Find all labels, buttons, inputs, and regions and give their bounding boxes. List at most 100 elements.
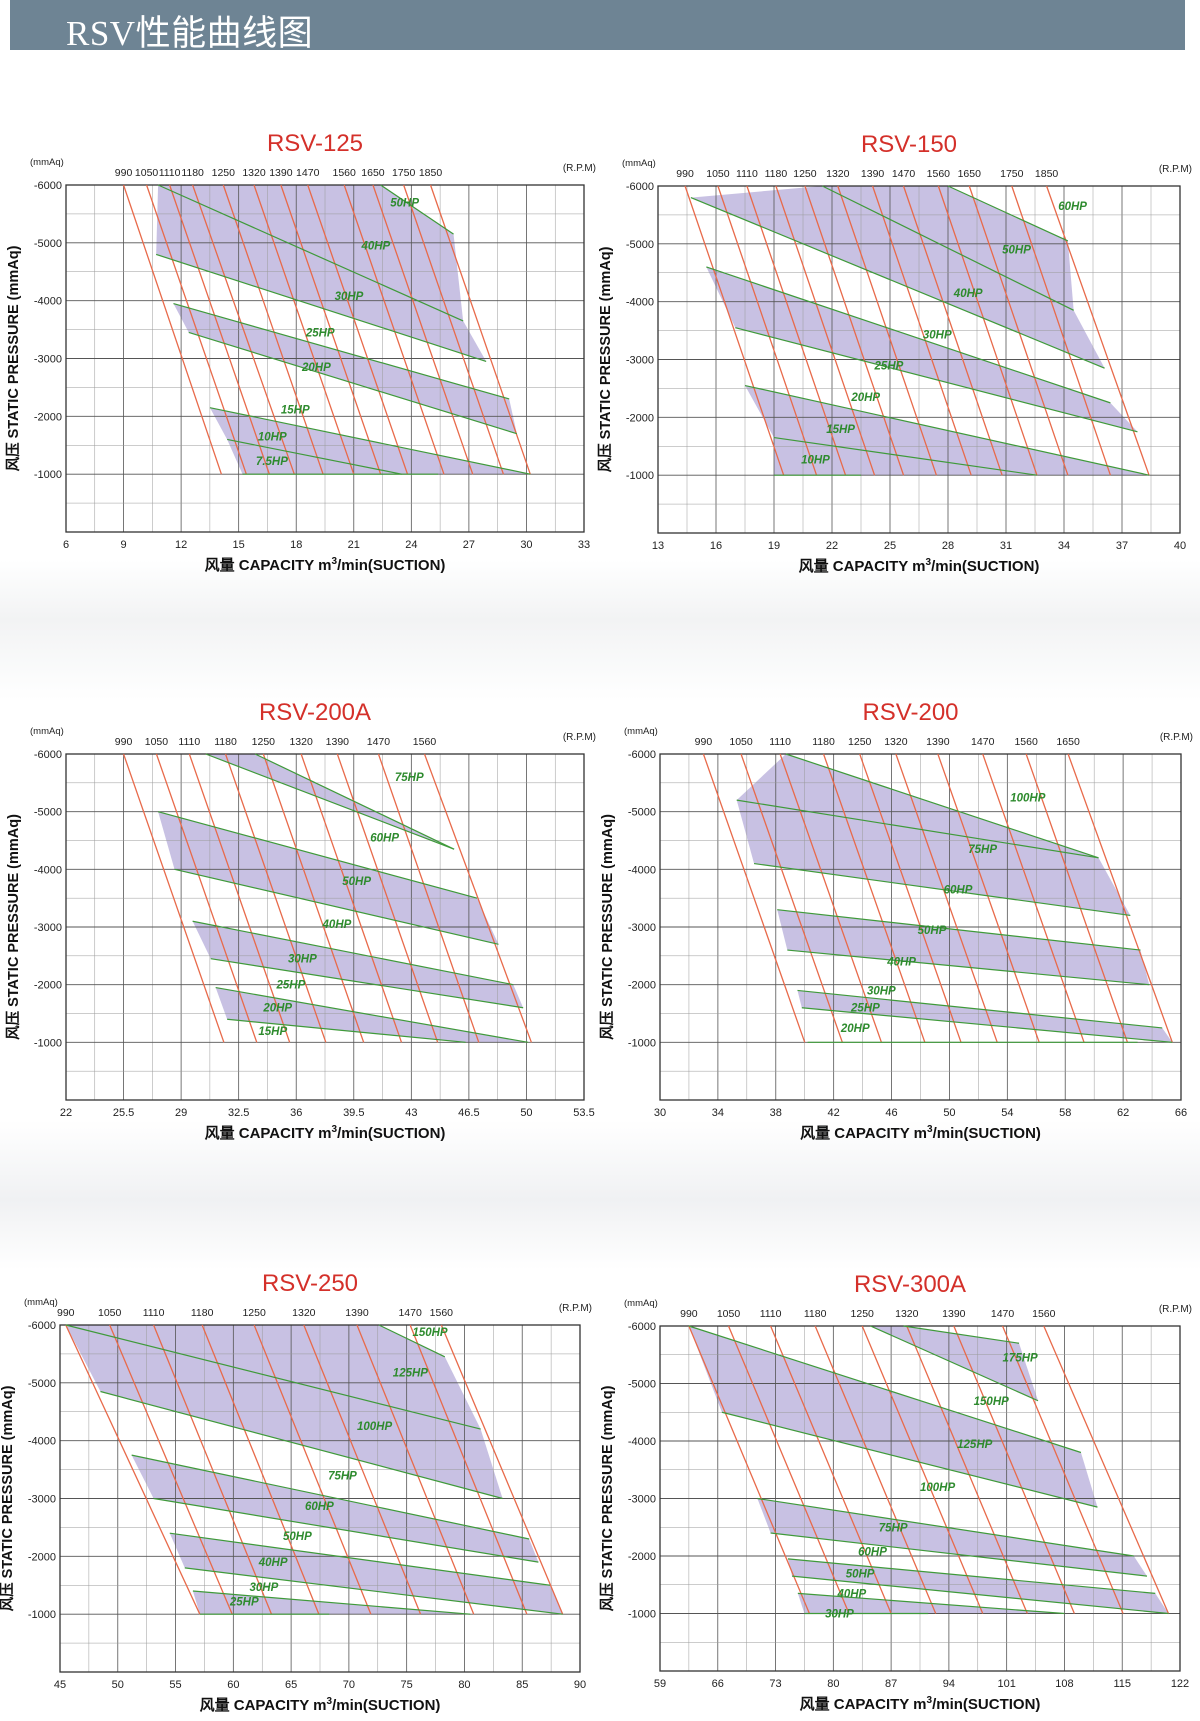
rpm-label: 1470	[971, 736, 995, 748]
hp-curve	[777, 909, 1141, 951]
rpm-label: 1560	[1032, 1308, 1056, 1320]
rpm-line	[224, 753, 327, 1043]
rpm-line	[188, 753, 291, 1043]
y-unit-label: (mmAq)	[624, 1298, 658, 1309]
x-tick-label: 87	[885, 1678, 897, 1690]
rpm-line	[1011, 185, 1112, 476]
chart-rsv-150: 10HP 15HP 20HP 25HP 30HP 40HP 50HP 60HP 990 1050 1…	[597, 131, 1192, 575]
x-tick-label: 12	[175, 539, 187, 551]
rpm-line	[702, 753, 806, 1043]
power-band	[173, 303, 517, 434]
rpm-label: 990	[115, 167, 133, 179]
hp-curve	[735, 327, 1138, 433]
rpm-label: 1110	[159, 167, 181, 179]
y-tick-label: -6000	[28, 1320, 56, 1332]
rpm-line	[717, 185, 818, 476]
x-tick-label: 50	[943, 1107, 955, 1119]
hp-curve	[822, 185, 1074, 311]
rpm-label: 1180	[214, 736, 237, 748]
hp-curve	[378, 1324, 446, 1358]
x-tick-label: 122	[1171, 1678, 1189, 1690]
y-tick-label: -4000	[626, 297, 654, 309]
rpm-unit-label: (R.P.M)	[563, 163, 596, 174]
x-axis-label: 风量 CAPACITY m3/min(SUCTION)	[205, 556, 446, 574]
hp-label: 10HP	[801, 455, 830, 467]
hp-label: 30HP	[250, 1582, 279, 1594]
rpm-line	[440, 1324, 564, 1615]
x-tick-label: 50	[112, 1679, 124, 1691]
rpm-line	[861, 1325, 984, 1614]
rpm-line	[192, 184, 295, 475]
rpm-line	[356, 1324, 475, 1615]
rpm-label: 1390	[326, 736, 350, 748]
rpm-label: 1180	[765, 168, 788, 180]
hp-curve	[153, 1497, 539, 1563]
x-tick-label: 108	[1055, 1678, 1073, 1690]
hp-curve	[688, 1325, 1082, 1454]
y-tick-label: -5000	[628, 1379, 656, 1391]
rpm-line	[968, 185, 1069, 476]
rpm-line	[1043, 1325, 1170, 1614]
power-band	[706, 266, 1138, 432]
hp-curve	[65, 1324, 481, 1430]
y-tick-label: -4000	[34, 864, 62, 876]
y-unit-label: (mmAq)	[24, 1297, 58, 1308]
y-axis-label: 风压 STATIC PRESSURE (mmAq)	[597, 246, 614, 472]
rpm-label: 1390	[269, 167, 293, 179]
hp-curve	[797, 989, 1163, 1029]
x-tick-label: 50	[520, 1107, 532, 1119]
hp-label: 75HP	[879, 1522, 908, 1534]
x-tick-label: 29	[175, 1107, 187, 1119]
rpm-line	[303, 1324, 422, 1615]
y-tick-label: -2000	[34, 411, 62, 423]
rpm-unit-label: (R.P.M)	[1159, 164, 1192, 175]
x-tick-label: 21	[348, 539, 360, 551]
hp-curve	[227, 438, 402, 475]
y-tick-label: -3000	[628, 922, 656, 934]
hp-label: 40HP	[360, 241, 390, 253]
rpm-label: 1470	[398, 1307, 422, 1319]
rpm-line	[1067, 753, 1173, 1043]
x-tick-label: 53.5	[573, 1107, 594, 1119]
rpm-label: 1110	[736, 168, 758, 180]
y-tick-label: -1000	[34, 469, 62, 481]
hp-curve	[192, 1590, 471, 1615]
rpm-line	[336, 753, 439, 1043]
x-tick-label: 73	[769, 1678, 781, 1690]
hp-curve	[205, 753, 455, 850]
rpm-label: 1650	[958, 168, 982, 180]
rpm-line	[122, 753, 225, 1043]
rpm-line	[222, 184, 324, 475]
y-tick-label: -4000	[34, 296, 62, 308]
hp-label: 50HP	[390, 197, 419, 209]
x-tick-label: 18	[290, 539, 302, 551]
x-tick-label: 46	[885, 1107, 897, 1119]
hp-curve	[174, 868, 499, 945]
y-axis-label: 风压 STATIC PRESSURE (mmAq)	[599, 1385, 616, 1611]
rpm-label: 1180	[804, 1308, 827, 1320]
chart-title: RSV-200	[862, 699, 958, 726]
rpm-line	[152, 1324, 273, 1615]
hp-label: 25HP	[229, 1596, 259, 1608]
hp-label: 60HP	[858, 1546, 887, 1558]
y-tick-label: -4000	[28, 1436, 56, 1448]
hp-label: 20HP	[262, 1003, 292, 1015]
x-tick-label: 25	[884, 540, 896, 552]
power-band	[787, 1558, 1169, 1614]
rpm-line	[122, 184, 223, 475]
rpm-label: 990	[115, 736, 133, 748]
rpm-line	[109, 1324, 233, 1615]
plot-frame	[659, 1325, 1181, 1672]
hp-label: 50HP	[918, 925, 947, 937]
y-unit-label: (mmAq)	[622, 158, 656, 169]
rpm-line	[814, 1325, 937, 1614]
hp-curve	[192, 920, 514, 986]
x-tick-label: 55	[169, 1679, 181, 1691]
rpm-label: 1650	[1056, 736, 1080, 748]
rpm-line	[65, 1324, 201, 1615]
x-tick-label: 66	[1175, 1107, 1187, 1119]
rpm-label: 1320	[289, 736, 313, 748]
y-tick-label: -1000	[626, 470, 654, 482]
x-tick-label: 16	[710, 540, 722, 552]
